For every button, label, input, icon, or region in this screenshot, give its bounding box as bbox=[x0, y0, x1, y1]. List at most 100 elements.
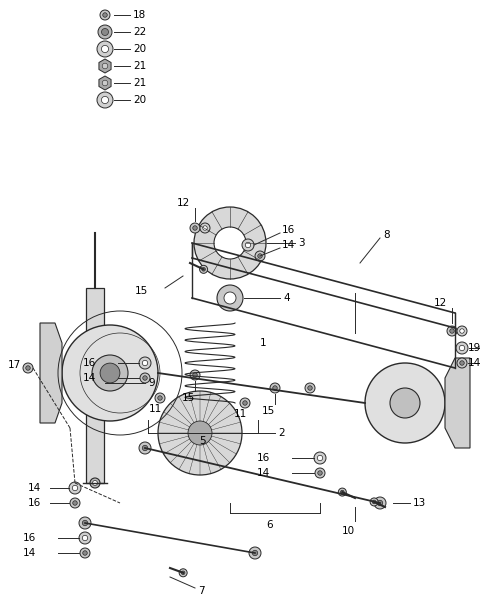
Circle shape bbox=[203, 226, 207, 230]
Circle shape bbox=[79, 517, 91, 529]
Circle shape bbox=[365, 363, 445, 443]
Circle shape bbox=[158, 396, 162, 400]
Text: 15: 15 bbox=[135, 286, 148, 296]
Text: 11: 11 bbox=[233, 409, 247, 419]
Circle shape bbox=[73, 500, 77, 505]
Circle shape bbox=[450, 329, 454, 333]
Circle shape bbox=[142, 361, 148, 365]
Circle shape bbox=[62, 325, 158, 421]
Circle shape bbox=[100, 363, 120, 383]
Text: 13: 13 bbox=[413, 498, 426, 508]
Circle shape bbox=[193, 373, 197, 377]
Text: 5: 5 bbox=[200, 436, 206, 446]
Circle shape bbox=[315, 468, 325, 478]
Circle shape bbox=[317, 455, 323, 461]
Circle shape bbox=[101, 28, 108, 36]
Polygon shape bbox=[445, 358, 470, 448]
Text: 10: 10 bbox=[341, 526, 355, 536]
Circle shape bbox=[188, 421, 212, 445]
Circle shape bbox=[97, 41, 113, 57]
Circle shape bbox=[155, 393, 165, 403]
Polygon shape bbox=[99, 76, 111, 90]
Circle shape bbox=[190, 370, 200, 380]
Circle shape bbox=[217, 285, 243, 311]
Circle shape bbox=[139, 442, 151, 454]
Circle shape bbox=[140, 373, 150, 383]
Circle shape bbox=[214, 227, 246, 259]
Circle shape bbox=[224, 292, 236, 304]
Text: 14: 14 bbox=[83, 373, 96, 383]
Circle shape bbox=[70, 498, 80, 508]
Circle shape bbox=[457, 326, 467, 336]
Circle shape bbox=[98, 25, 112, 39]
Circle shape bbox=[79, 532, 91, 544]
Circle shape bbox=[194, 207, 266, 279]
Polygon shape bbox=[40, 323, 62, 423]
Circle shape bbox=[101, 96, 108, 104]
Circle shape bbox=[258, 254, 262, 258]
Circle shape bbox=[100, 10, 110, 20]
Circle shape bbox=[93, 481, 97, 485]
Circle shape bbox=[249, 547, 261, 559]
Text: 15: 15 bbox=[181, 393, 194, 403]
Circle shape bbox=[374, 497, 386, 509]
Text: 16: 16 bbox=[83, 358, 96, 368]
Text: 16: 16 bbox=[282, 225, 295, 235]
Circle shape bbox=[273, 386, 277, 390]
Text: 20: 20 bbox=[133, 44, 146, 54]
Circle shape bbox=[200, 223, 210, 233]
Circle shape bbox=[102, 80, 108, 86]
Circle shape bbox=[69, 482, 81, 494]
Circle shape bbox=[270, 383, 280, 393]
Circle shape bbox=[26, 366, 30, 370]
Circle shape bbox=[370, 498, 378, 506]
Text: 22: 22 bbox=[133, 27, 146, 37]
Circle shape bbox=[305, 383, 315, 393]
Text: 2: 2 bbox=[278, 428, 285, 438]
Circle shape bbox=[340, 490, 344, 494]
Circle shape bbox=[460, 361, 464, 365]
Text: 1: 1 bbox=[260, 338, 266, 348]
Circle shape bbox=[308, 386, 312, 390]
Circle shape bbox=[459, 346, 465, 351]
Text: 18: 18 bbox=[133, 10, 146, 20]
Circle shape bbox=[142, 445, 148, 450]
Text: 17: 17 bbox=[8, 360, 21, 370]
Circle shape bbox=[240, 398, 250, 408]
Text: 14: 14 bbox=[282, 240, 295, 250]
Circle shape bbox=[255, 251, 265, 261]
Circle shape bbox=[252, 551, 258, 556]
Circle shape bbox=[314, 452, 326, 464]
Text: 3: 3 bbox=[298, 238, 305, 248]
Circle shape bbox=[103, 13, 107, 17]
Text: 15: 15 bbox=[262, 406, 275, 416]
Text: 16: 16 bbox=[28, 498, 41, 508]
Text: 20: 20 bbox=[133, 95, 146, 105]
Text: 14: 14 bbox=[23, 548, 36, 558]
Circle shape bbox=[456, 342, 468, 354]
Text: 16: 16 bbox=[257, 453, 270, 463]
Circle shape bbox=[243, 401, 247, 405]
Text: 6: 6 bbox=[267, 520, 273, 530]
Circle shape bbox=[338, 488, 346, 496]
Polygon shape bbox=[99, 59, 111, 73]
Circle shape bbox=[193, 226, 197, 230]
Circle shape bbox=[447, 326, 457, 336]
Text: 12: 12 bbox=[433, 298, 446, 308]
Text: 9: 9 bbox=[148, 378, 155, 388]
Circle shape bbox=[390, 388, 420, 418]
Circle shape bbox=[457, 358, 467, 368]
Text: 11: 11 bbox=[148, 404, 162, 414]
Text: 14: 14 bbox=[257, 468, 270, 478]
Circle shape bbox=[372, 500, 376, 504]
Text: 19: 19 bbox=[468, 343, 480, 353]
Circle shape bbox=[102, 63, 108, 69]
Circle shape bbox=[158, 391, 242, 475]
Circle shape bbox=[82, 520, 88, 526]
Circle shape bbox=[80, 548, 90, 558]
Text: 14: 14 bbox=[28, 483, 41, 493]
Circle shape bbox=[200, 265, 207, 273]
Circle shape bbox=[101, 45, 108, 52]
Text: 7: 7 bbox=[198, 586, 204, 596]
Circle shape bbox=[245, 242, 251, 248]
